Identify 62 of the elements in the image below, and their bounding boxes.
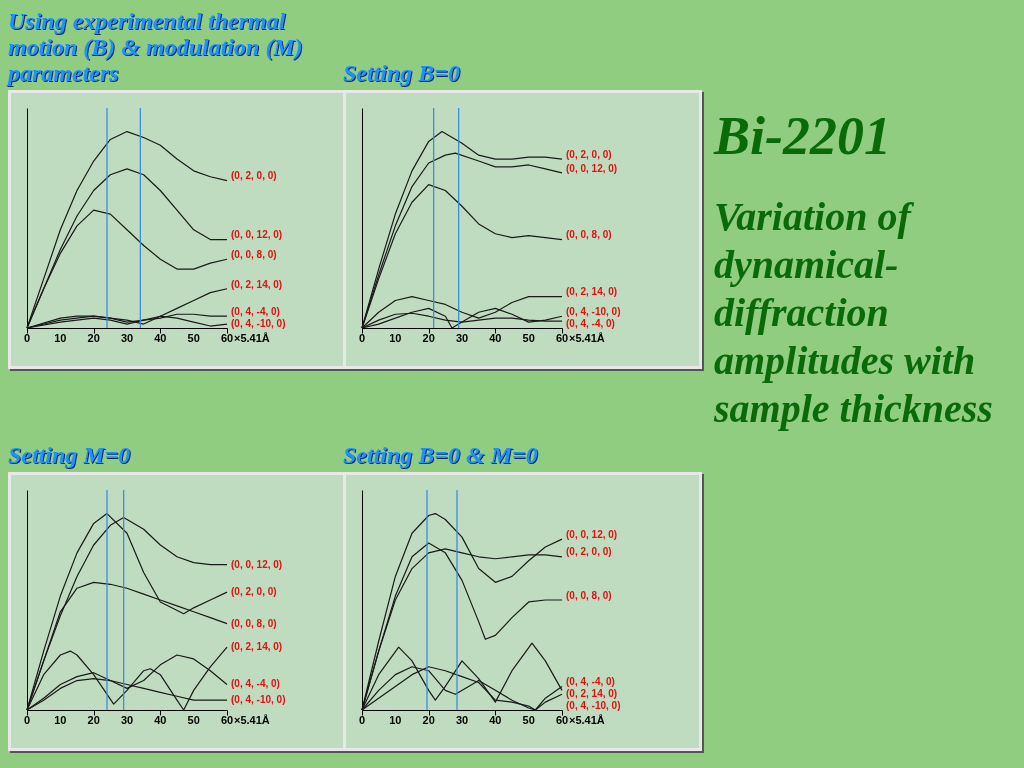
series-label: (0, 2, 0, 0) [231,586,277,598]
x-tick-label: 0 [23,714,31,726]
series-label: (0, 0, 8, 0) [566,229,612,241]
x-tick-label: 0 [358,332,366,344]
x-tick-label: 50 [522,714,535,726]
series-label: (0, 2, 0, 0) [566,546,612,558]
series-label: (0, 2, 14, 0) [566,286,618,298]
x-tick-label: 30 [120,714,134,726]
series-label: (0, 0, 12, 0) [566,162,618,174]
text: Bi-2201 [714,105,892,167]
x-tick-label: 10 [389,332,402,344]
text: Setting M=0 [8,441,132,470]
series-label: (0, 4, -10, 0) [566,306,621,317]
series-label: (0, 4, -4, 0) [566,318,615,329]
x-tick-label: 30 [455,714,469,726]
x-tick-label: 0 [23,332,31,344]
x-tick-label: 40 [489,332,502,344]
series-label: (0, 0, 12, 0) [231,558,283,570]
text: Setting B=0 [343,59,462,88]
x-tick-label: 30 [455,332,469,344]
x-tick-label: 10 [389,714,402,726]
x-tick-label: 10 [54,714,67,726]
x-tick-label: 40 [489,714,502,726]
x-axis-title: ×5.41Å [234,714,270,726]
x-tick-label: 50 [187,714,200,726]
series-label: (0, 0, 8, 0) [231,249,277,261]
x-tick-label: 20 [87,332,100,344]
series-label: (0, 4, -4, 0) [231,306,280,317]
text: Setting B=0 & M=0 [343,441,539,470]
series-label: (0, 4, -10, 0) [231,318,286,329]
series-label: (0, 2, 14, 0) [231,278,283,290]
x-tick-label: 50 [187,332,200,344]
text: Variation of dynamical-diffraction amplitudes with sample thickness [714,193,994,433]
x-tick-label: 60 [220,332,234,344]
x-tick-label: 60 [555,332,569,344]
text: Using experimental thermal motion (B) & modulation (M) parameters [8,7,304,88]
x-tick-label: 60 [220,714,234,726]
series-label: (0, 2, 14, 0) [566,688,618,699]
x-tick-label: 0 [358,714,366,726]
series-label: (0, 0, 8, 0) [566,589,612,601]
x-axis-title: ×5.41Å [569,332,605,344]
series-label: (0, 2, 0, 0) [231,170,277,182]
x-axis-title: ×5.41Å [569,714,605,726]
series-label: (0, 0, 8, 0) [231,617,277,629]
x-tick-label: 40 [154,714,167,726]
x-tick-label: 20 [422,332,435,344]
x-tick-label: 50 [522,332,535,344]
x-tick-label: 10 [54,332,67,344]
series-label: (0, 2, 14, 0) [231,641,283,653]
x-axis-title: ×5.41Å [234,332,270,344]
series-label: (0, 0, 12, 0) [231,229,283,241]
series-label: (0, 0, 12, 0) [566,528,618,540]
x-tick-label: 30 [120,332,134,344]
series-label: (0, 4, -10, 0) [231,694,286,706]
series-label: (0, 2, 0, 0) [566,148,612,160]
x-tick-label: 20 [87,714,100,726]
x-tick-label: 60 [555,714,569,726]
series-label: (0, 4, -4, 0) [231,678,280,690]
series-label: (0, 4, -4, 0) [566,676,615,687]
series-label: (0, 4, -10, 0) [566,700,621,711]
x-tick-label: 20 [422,714,435,726]
x-tick-label: 40 [154,332,167,344]
